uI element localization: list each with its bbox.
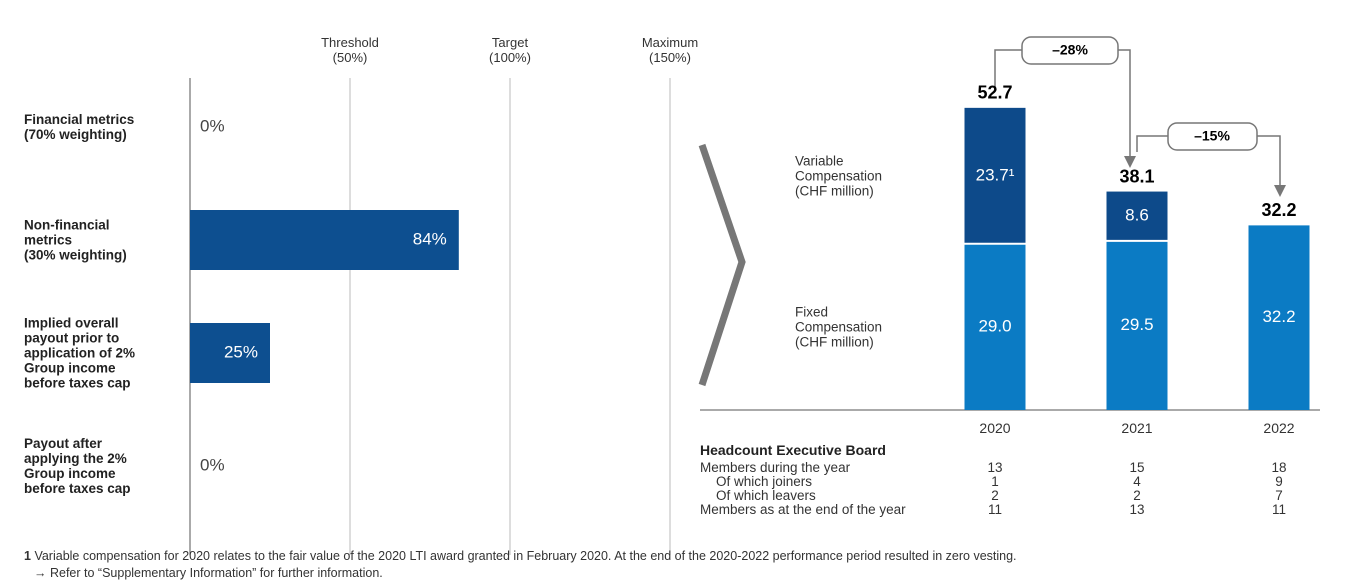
value-label: 29.5 — [1120, 315, 1153, 334]
cell: 15 — [1129, 460, 1145, 475]
bar-segment — [1106, 240, 1168, 410]
cell: 7 — [1275, 488, 1283, 503]
value-label: 25% — [224, 342, 258, 361]
category-label: Payout after applying the 2% Group incom… — [24, 436, 131, 496]
value-label: 8.6 — [1125, 206, 1149, 225]
row-label: Of which leavers — [716, 488, 816, 503]
series-label: Fixed Compensation (CHF million) — [795, 304, 883, 350]
x-tick-label: Maximum (150%) — [641, 35, 699, 65]
arrow-head — [1274, 185, 1286, 197]
value-label: 32.2 — [1262, 307, 1295, 326]
bar — [190, 323, 270, 383]
bar-segment — [1248, 225, 1310, 410]
value-label: 29.0 — [978, 316, 1011, 335]
footnote-mark: 1 — [24, 549, 31, 563]
footnote-text: Variable compensation for 2020 relates t… — [34, 549, 1017, 563]
cell: 9 — [1275, 474, 1283, 489]
category-label: Implied overall payout prior to applicat… — [24, 315, 136, 391]
x-tick-label: Target (100%) — [489, 35, 531, 65]
value-label: 84% — [413, 229, 447, 248]
x-tick-label: 2022 — [1263, 420, 1295, 436]
annotation: –15% — [1194, 128, 1230, 144]
category-label: Financial metrics (70% weighting) — [24, 112, 135, 142]
cell: 13 — [1129, 502, 1145, 517]
cell: 18 — [1271, 460, 1287, 475]
annotation: –28% — [1052, 42, 1088, 58]
bar-segment — [964, 243, 1026, 410]
table-title: Headcount Executive Board — [700, 442, 886, 458]
total-label: 38.1 — [1119, 166, 1154, 186]
x-tick-label: 2021 — [1121, 420, 1153, 436]
reference: → Refer to “Supplementary Information” f… — [34, 566, 383, 580]
cell: 11 — [987, 502, 1002, 517]
x-tick-label: Threshold (50%) — [321, 35, 379, 65]
cell: 2 — [1133, 488, 1141, 503]
row-label: Members as at the end of the year — [700, 502, 906, 517]
chevron — [698, 143, 746, 387]
cell: 4 — [1133, 474, 1141, 489]
value-label: 0% — [200, 455, 225, 474]
row-label: Of which joiners — [716, 474, 813, 489]
value-label: 0% — [200, 116, 225, 135]
series-label: Variable Compensation (CHF million) — [795, 153, 883, 199]
bar — [190, 210, 459, 270]
cell: 2 — [991, 488, 999, 503]
change-arrows — [994, 36, 1281, 188]
bar-segment — [964, 107, 1026, 244]
row-label: Members during the year — [700, 460, 851, 475]
total-label: 32.2 — [1261, 200, 1296, 220]
cell: 13 — [987, 460, 1003, 475]
bar-segment — [1106, 191, 1168, 241]
x-tick-label: 2020 — [979, 420, 1011, 436]
total-label: 52.7 — [977, 83, 1012, 103]
arrow-head — [1124, 156, 1136, 168]
cell: 11 — [1271, 502, 1286, 517]
cell: 1 — [991, 474, 999, 489]
value-label: 23.7¹ — [976, 165, 1015, 184]
category-label: Non-financial metrics (30% weighting) — [24, 217, 127, 263]
footnote: 1 Variable compensation for 2020 relates… — [24, 549, 1017, 563]
